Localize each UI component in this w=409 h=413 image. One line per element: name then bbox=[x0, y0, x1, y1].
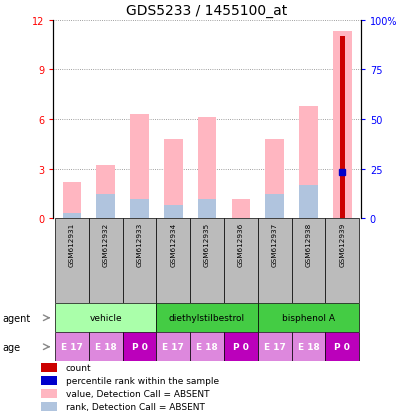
Bar bbox=[190, 219, 223, 304]
Bar bbox=[171, 218, 175, 219]
Bar bbox=[156, 332, 190, 361]
Text: percentile rank within the sample: percentile rank within the sample bbox=[65, 376, 218, 385]
Text: E 18: E 18 bbox=[196, 342, 218, 351]
Text: age: age bbox=[2, 342, 20, 352]
Bar bbox=[265, 194, 283, 219]
Bar bbox=[156, 219, 190, 304]
Bar bbox=[291, 219, 324, 304]
Text: GSM612932: GSM612932 bbox=[102, 222, 108, 266]
Bar bbox=[223, 332, 257, 361]
Bar bbox=[238, 218, 243, 219]
Bar bbox=[197, 118, 216, 219]
Title: GDS5233 / 1455100_at: GDS5233 / 1455100_at bbox=[126, 4, 287, 18]
Text: GSM612933: GSM612933 bbox=[136, 222, 142, 266]
Text: E 17: E 17 bbox=[162, 342, 184, 351]
Text: E 17: E 17 bbox=[61, 342, 83, 351]
Bar bbox=[324, 332, 358, 361]
Bar bbox=[272, 218, 276, 219]
Bar bbox=[41, 389, 57, 398]
Bar bbox=[130, 115, 148, 219]
Text: E 18: E 18 bbox=[94, 342, 116, 351]
Bar bbox=[190, 332, 223, 361]
Text: vehicle: vehicle bbox=[89, 313, 122, 323]
Bar bbox=[96, 166, 115, 219]
Text: P 0: P 0 bbox=[131, 342, 147, 351]
Text: P 0: P 0 bbox=[232, 342, 248, 351]
Text: GSM612936: GSM612936 bbox=[237, 222, 243, 266]
Bar bbox=[324, 219, 358, 304]
Bar bbox=[130, 199, 148, 219]
Text: GSM612934: GSM612934 bbox=[170, 222, 176, 266]
Bar bbox=[257, 304, 358, 332]
Text: agent: agent bbox=[2, 313, 30, 323]
Bar bbox=[55, 219, 89, 304]
Bar bbox=[41, 376, 57, 385]
Bar bbox=[332, 32, 351, 219]
Bar bbox=[291, 332, 324, 361]
Text: count: count bbox=[65, 363, 91, 372]
Bar bbox=[55, 332, 89, 361]
Text: GSM612931: GSM612931 bbox=[69, 222, 75, 266]
Bar bbox=[257, 332, 291, 361]
Bar bbox=[137, 218, 142, 219]
Bar bbox=[204, 218, 209, 219]
Bar bbox=[63, 183, 81, 219]
Bar bbox=[197, 199, 216, 219]
Bar bbox=[257, 219, 291, 304]
Bar bbox=[299, 107, 317, 219]
Bar bbox=[306, 218, 310, 219]
Bar bbox=[231, 199, 249, 219]
Bar bbox=[89, 219, 122, 304]
Text: P 0: P 0 bbox=[333, 342, 349, 351]
Bar bbox=[156, 304, 257, 332]
Bar bbox=[339, 37, 344, 219]
Bar bbox=[299, 186, 317, 219]
Text: GSM612937: GSM612937 bbox=[271, 222, 277, 266]
Bar bbox=[41, 402, 57, 411]
Text: diethylstilbestrol: diethylstilbestrol bbox=[169, 313, 245, 323]
Bar bbox=[122, 332, 156, 361]
Text: value, Detection Call = ABSENT: value, Detection Call = ABSENT bbox=[65, 389, 209, 398]
Bar bbox=[122, 219, 156, 304]
Bar bbox=[265, 140, 283, 219]
Text: E 18: E 18 bbox=[297, 342, 319, 351]
Bar bbox=[164, 140, 182, 219]
Bar bbox=[89, 332, 122, 361]
Bar bbox=[55, 304, 156, 332]
Bar bbox=[164, 206, 182, 219]
Bar bbox=[63, 214, 81, 219]
Bar bbox=[96, 194, 115, 219]
Text: bisphenol A: bisphenol A bbox=[281, 313, 334, 323]
Bar bbox=[223, 219, 257, 304]
Text: GSM612938: GSM612938 bbox=[305, 222, 311, 266]
Text: GSM612935: GSM612935 bbox=[204, 222, 209, 266]
Bar bbox=[103, 218, 108, 219]
Text: E 17: E 17 bbox=[263, 342, 285, 351]
Text: rank, Detection Call = ABSENT: rank, Detection Call = ABSENT bbox=[65, 402, 204, 411]
Bar bbox=[70, 218, 74, 219]
Bar bbox=[41, 363, 57, 373]
Text: GSM612939: GSM612939 bbox=[338, 222, 344, 266]
